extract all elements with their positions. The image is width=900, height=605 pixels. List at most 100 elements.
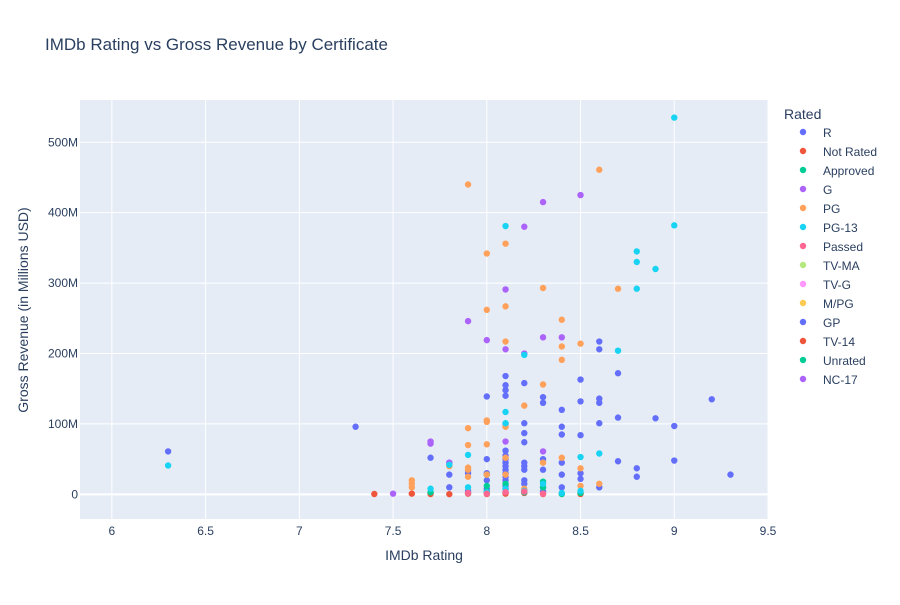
data-point [464, 441, 472, 449]
legend-item[interactable]: M/PG [799, 297, 854, 311]
data-point [502, 382, 509, 389]
legend-label: Not Rated [823, 145, 877, 159]
legend-marker [799, 242, 807, 250]
legend-item[interactable]: Approved [799, 164, 875, 178]
data-point [483, 441, 491, 448]
legend-item[interactable]: NC-17 [799, 373, 858, 387]
x-tick-label: 9.5 [760, 524, 777, 538]
legend-label: M/PG [823, 297, 854, 311]
data-point [483, 306, 491, 314]
data-point [521, 480, 528, 487]
data-point [464, 424, 472, 432]
legend-marker [799, 147, 807, 155]
data-point [596, 346, 603, 353]
legend-item[interactable]: Not Rated [799, 145, 877, 159]
legend-label: PG-13 [823, 221, 858, 235]
data-point [464, 489, 472, 497]
plot-area [80, 100, 768, 519]
data-point [521, 420, 528, 427]
legend-marker [799, 223, 807, 231]
data-point [427, 440, 434, 447]
data-point [633, 473, 640, 480]
y-tick-label: 100M [48, 417, 78, 431]
data-point [596, 338, 603, 345]
legend-marker [799, 166, 807, 174]
data-point [614, 370, 622, 377]
data-point [577, 398, 584, 405]
data-point [652, 415, 659, 422]
data-point [558, 489, 565, 497]
legend-title: Rated [784, 106, 821, 122]
data-point [577, 453, 584, 461]
legend-label: TV-14 [823, 335, 855, 349]
data-point [502, 222, 509, 230]
legend-label: R [823, 126, 832, 140]
legend-marker [799, 280, 807, 288]
data-point [671, 114, 678, 121]
legend-item[interactable]: GP [799, 316, 841, 330]
legend-item[interactable]: Unrated [799, 354, 866, 368]
data-point [577, 487, 584, 495]
data-point [446, 461, 453, 468]
data-point [596, 480, 603, 487]
data-point [596, 420, 603, 427]
data-point [502, 286, 509, 293]
legend-label: TV-G [823, 278, 851, 292]
data-point [483, 250, 491, 257]
data-point [464, 181, 472, 188]
data-point [633, 248, 640, 255]
data-point [502, 392, 509, 399]
legend-marker [799, 204, 807, 212]
data-point [502, 420, 509, 427]
legend-label: Passed [823, 240, 863, 254]
x-axis-label: IMDb Rating [385, 547, 463, 563]
legend-label: NC-17 [823, 373, 858, 387]
data-point [539, 466, 547, 473]
data-point [577, 340, 584, 347]
data-point [614, 285, 622, 292]
legend-item[interactable]: Passed [799, 240, 863, 254]
data-point [633, 285, 640, 292]
legend-marker [799, 356, 807, 364]
legend-label: Unrated [823, 354, 866, 368]
data-point [633, 465, 640, 472]
data-point [521, 402, 528, 409]
legend-item[interactable]: TV-14 [799, 335, 856, 349]
data-point [577, 432, 584, 439]
legend-item[interactable]: TV-G [799, 278, 851, 292]
data-point [427, 485, 434, 492]
data-point [502, 408, 509, 416]
data-point [464, 317, 472, 325]
data-point [577, 376, 584, 383]
data-point [427, 454, 434, 461]
data-point [539, 399, 547, 407]
x-tick-label: 7 [296, 524, 303, 538]
data-point [521, 351, 528, 359]
data-point [483, 477, 491, 484]
legend-item[interactable]: TV-MA [799, 259, 860, 273]
legend-item[interactable]: R [799, 126, 832, 140]
data-point [558, 454, 565, 461]
data-point [502, 346, 509, 353]
legend-item[interactable]: PG-13 [799, 221, 858, 235]
data-point [558, 406, 565, 414]
data-points [164, 114, 734, 498]
data-point [727, 471, 734, 478]
data-point [558, 356, 565, 364]
y-tick-label: 0 [71, 487, 78, 501]
data-point [539, 284, 547, 292]
legend-item[interactable]: PG [799, 202, 841, 216]
data-point [502, 240, 509, 247]
legend-label: Approved [823, 164, 874, 178]
legend-item[interactable]: G [799, 183, 833, 197]
data-point [577, 482, 584, 490]
data-point [558, 316, 565, 323]
legend-marker [799, 261, 807, 269]
data-point [502, 480, 509, 487]
series-pg [408, 166, 622, 492]
data-point [483, 455, 491, 463]
data-point [483, 336, 491, 344]
data-point [164, 448, 172, 455]
data-point [352, 423, 359, 430]
